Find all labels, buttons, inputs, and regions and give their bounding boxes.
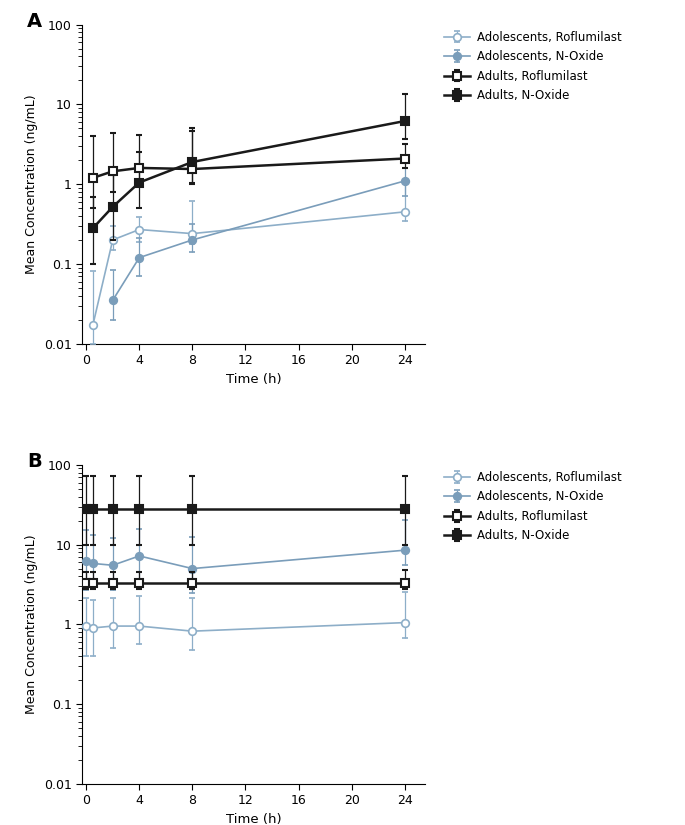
Legend: Adolescents, Roflumilast, Adolescents, N-Oxide, Adults, Roflumilast, Adults, N-O: Adolescents, Roflumilast, Adolescents, N… [445, 471, 622, 542]
Y-axis label: Mean Concentration (ng/mL): Mean Concentration (ng/mL) [25, 94, 38, 274]
Text: A: A [27, 12, 42, 31]
Text: B: B [27, 452, 42, 471]
X-axis label: Time (h): Time (h) [225, 373, 282, 385]
X-axis label: Time (h): Time (h) [225, 813, 282, 825]
Legend: Adolescents, Roflumilast, Adolescents, N-Oxide, Adults, Roflumilast, Adults, N-O: Adolescents, Roflumilast, Adolescents, N… [445, 31, 622, 102]
Y-axis label: Mean Concentration (ng/mL): Mean Concentration (ng/mL) [25, 535, 38, 714]
